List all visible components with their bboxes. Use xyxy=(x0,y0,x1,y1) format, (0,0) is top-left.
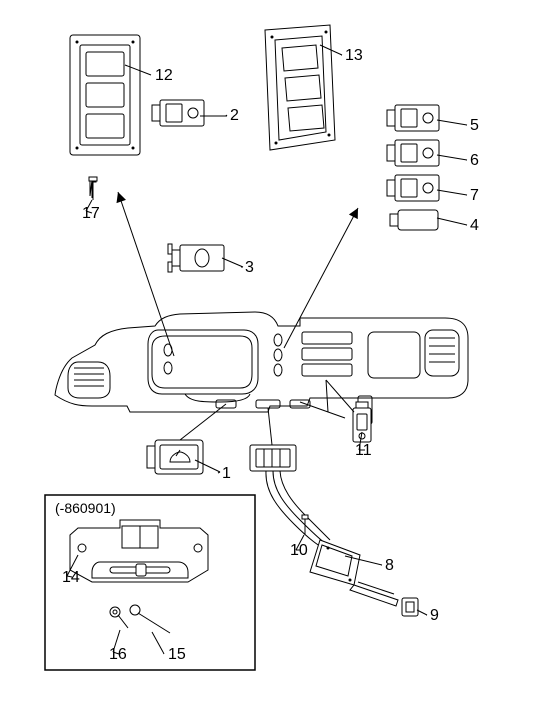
blank-plug-4 xyxy=(390,210,438,230)
panel-13 xyxy=(265,25,335,150)
switch-11 xyxy=(353,402,371,442)
callout-12: 12 xyxy=(155,67,173,84)
dashboard xyxy=(55,312,468,424)
callout-14: 14 xyxy=(62,569,80,586)
panel-12 xyxy=(70,35,140,155)
bracket-14 xyxy=(70,520,208,582)
screw-16 xyxy=(110,607,128,628)
callout-6: 6 xyxy=(470,152,479,169)
callout-16: 16 xyxy=(109,646,127,663)
screw-15 xyxy=(130,605,170,633)
callout-7: 7 xyxy=(470,187,479,204)
callout-17: 17 xyxy=(82,205,100,222)
callout-1: 1 xyxy=(222,465,231,482)
knob-9 xyxy=(402,598,418,616)
switch-3 xyxy=(168,244,224,272)
screw-17 xyxy=(89,177,97,200)
switch-1 xyxy=(147,440,203,474)
switch-5 xyxy=(387,105,439,131)
switch-7 xyxy=(387,175,439,201)
callout-15: 15 xyxy=(168,646,186,663)
inset-label: (-860901) xyxy=(55,500,116,516)
callout-4: 4 xyxy=(470,217,479,234)
callout-13: 13 xyxy=(345,47,363,64)
harness-connector xyxy=(250,445,330,546)
switch-6 xyxy=(387,140,439,166)
callout-3: 3 xyxy=(245,259,254,276)
callout-2: 2 xyxy=(230,107,239,124)
callout-8: 8 xyxy=(385,557,394,574)
callout-9: 9 xyxy=(430,607,439,624)
callout-5: 5 xyxy=(470,117,479,134)
switch-2 xyxy=(152,100,204,126)
